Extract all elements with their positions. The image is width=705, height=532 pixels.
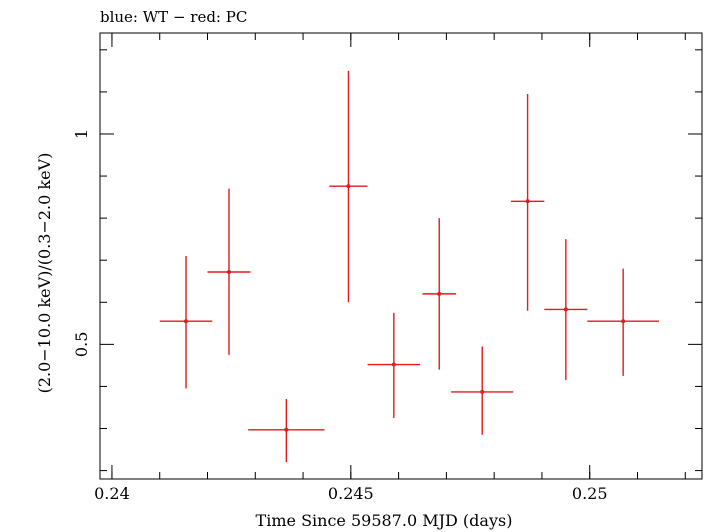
point-marker <box>391 362 396 367</box>
point-marker <box>621 319 626 324</box>
point-marker <box>480 389 485 394</box>
plot-frame <box>99 32 703 480</box>
point-marker <box>525 199 530 204</box>
data-point <box>367 312 421 418</box>
point-marker <box>563 307 568 312</box>
data-point <box>587 268 659 376</box>
x-axis-label: Time Since 59587.0 MJD (days) <box>256 511 513 530</box>
data-point <box>544 239 588 381</box>
point-marker <box>227 269 231 274</box>
point-marker <box>284 427 289 432</box>
data-point <box>159 256 213 389</box>
y-tick-label: 1 <box>72 129 91 139</box>
point-marker <box>346 184 351 189</box>
y-tick-label: 0.5 <box>72 332 91 357</box>
y-axis-label: (2.0−10.0 keV)/(0.3−2.0 keV) <box>35 153 54 394</box>
chart-title: blue: WT − red: PC <box>100 8 247 26</box>
data-point <box>207 188 251 355</box>
data-point <box>422 218 456 370</box>
point-marker <box>437 291 442 296</box>
data-point <box>510 94 545 311</box>
x-tick-label: 0.245 <box>328 484 374 503</box>
data-point <box>248 399 325 463</box>
x-tick-label: 0.25 <box>572 484 608 503</box>
data-points <box>159 70 659 463</box>
x-tick-label: 0.24 <box>94 484 130 503</box>
axis-ticks: 0.24 0.245 0.25 0.5 1 <box>72 33 702 503</box>
data-point <box>329 70 368 303</box>
data-point <box>451 346 514 435</box>
point-marker <box>184 319 188 324</box>
